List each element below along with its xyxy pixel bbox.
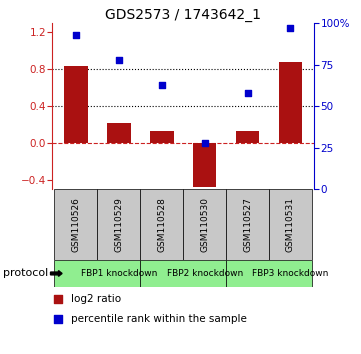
- Point: [55, 296, 60, 302]
- Text: FBP3 knockdown: FBP3 knockdown: [252, 269, 329, 278]
- Text: GSM110529: GSM110529: [114, 197, 123, 252]
- Bar: [236, 131, 259, 143]
- Bar: [55, 189, 97, 260]
- Text: FBP2 knockdown: FBP2 knockdown: [166, 269, 243, 278]
- Bar: [55, 260, 140, 287]
- Point: [288, 25, 293, 31]
- Point: [55, 316, 60, 321]
- Text: GSM110530: GSM110530: [200, 197, 209, 252]
- Title: GDS2573 / 1743642_1: GDS2573 / 1743642_1: [105, 8, 261, 22]
- Bar: [183, 189, 226, 260]
- Bar: [150, 131, 174, 143]
- Bar: [269, 189, 312, 260]
- Bar: [279, 62, 302, 143]
- Bar: [107, 123, 131, 143]
- Bar: [193, 143, 217, 187]
- Text: GSM110527: GSM110527: [243, 197, 252, 252]
- Text: GSM110531: GSM110531: [286, 197, 295, 252]
- Bar: [140, 189, 183, 260]
- Text: GSM110526: GSM110526: [71, 197, 81, 252]
- Text: log2 ratio: log2 ratio: [71, 294, 121, 304]
- Text: FBP1 knockdown: FBP1 knockdown: [81, 269, 157, 278]
- Bar: [226, 189, 269, 260]
- Text: GSM110528: GSM110528: [157, 197, 166, 252]
- Point: [202, 140, 208, 145]
- Text: percentile rank within the sample: percentile rank within the sample: [71, 314, 247, 324]
- Bar: [226, 260, 312, 287]
- Point: [73, 32, 79, 38]
- Point: [159, 82, 165, 87]
- Bar: [64, 65, 88, 143]
- Text: protocol: protocol: [4, 268, 49, 279]
- Point: [116, 57, 122, 62]
- Point: [245, 90, 251, 96]
- Bar: [97, 189, 140, 260]
- Bar: [140, 260, 226, 287]
